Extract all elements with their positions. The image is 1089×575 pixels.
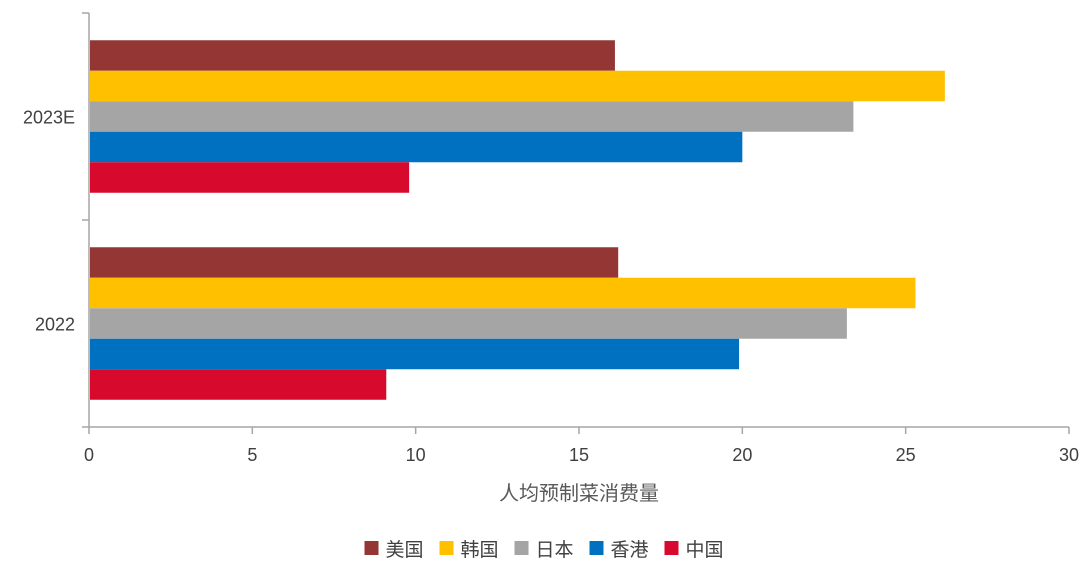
legend-swatch [439, 541, 454, 555]
y-tick-label: 2022 [35, 315, 75, 335]
bar [90, 338, 740, 370]
legend-swatch [589, 541, 604, 555]
x-tick-label: 20 [732, 445, 752, 465]
axes [82, 12, 1070, 434]
legend-label: 美国 [386, 539, 424, 561]
x-tick-labels: 0 5 10 15 20 25 30 [84, 445, 1079, 465]
bar [90, 308, 847, 339]
bar [90, 101, 854, 132]
x-tick-label: 30 [1059, 445, 1079, 465]
bar [90, 247, 619, 278]
bar [90, 277, 916, 309]
bar [90, 162, 410, 193]
legend-label: 香港 [611, 539, 649, 561]
x-tick-label: 5 [247, 445, 257, 465]
bar [90, 131, 743, 163]
legend-swatch [364, 541, 379, 555]
legend-label: 韩国 [461, 539, 499, 561]
x-tick-label: 10 [406, 445, 426, 465]
legend-swatch [514, 541, 529, 555]
bar [90, 40, 615, 71]
x-tick-label: 25 [896, 445, 916, 465]
legend-label: 日本 [536, 539, 574, 561]
x-axis-title: 人均预制菜消费量 [499, 481, 659, 505]
legend-swatch [664, 541, 679, 555]
x-tick-label: 15 [569, 445, 589, 465]
y-tick-labels: 2023E 2022 [23, 108, 75, 335]
x-tick-label: 0 [84, 445, 94, 465]
legend-label: 中国 [686, 539, 724, 561]
bar [90, 70, 945, 102]
bars [90, 40, 945, 400]
bar [90, 369, 387, 400]
y-tick-label: 2023E [23, 108, 75, 128]
legend: 美国 韩国 日本 香港 中国 [364, 539, 724, 561]
